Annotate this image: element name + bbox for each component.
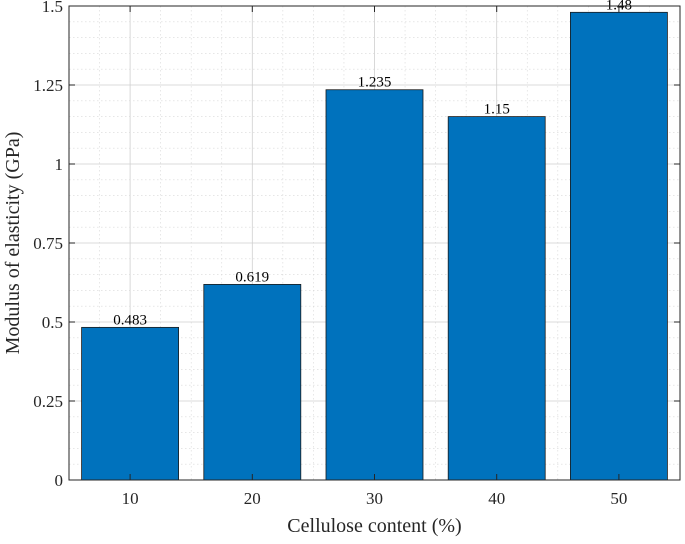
data-label-30: 1.235 xyxy=(358,75,392,91)
y-axis: 0 0.25 0.5 0.75 1 1.25 1.5 xyxy=(33,0,680,490)
x-tick-label: 20 xyxy=(244,489,261,508)
y-tick-label: 1.25 xyxy=(33,76,63,95)
y-axis-title: Modulus of elasticity (GPa) xyxy=(2,132,24,355)
bar-50 xyxy=(570,11,668,481)
x-tick-label: 50 xyxy=(610,489,627,508)
x-tick-label: 10 xyxy=(122,489,139,508)
bar-series xyxy=(81,11,668,481)
y-tick-label: 0.75 xyxy=(33,234,63,253)
bar-10 xyxy=(81,326,179,481)
y-tick-label: 1.5 xyxy=(42,0,63,16)
bar-30 xyxy=(325,89,424,481)
x-axis-title: Cellulose content (%) xyxy=(287,515,461,537)
bar-20 xyxy=(203,283,302,481)
x-axis: 10 20 30 40 50 xyxy=(122,6,627,508)
x-tick-label: 40 xyxy=(488,489,505,508)
y-tick-label: 0.25 xyxy=(33,392,63,411)
y-tick-label: 0.5 xyxy=(42,313,63,332)
y-tick-label: 1 xyxy=(55,155,64,174)
bar-40 xyxy=(447,116,546,481)
x-tick-label: 30 xyxy=(366,489,383,508)
data-label-20: 0.619 xyxy=(235,269,269,285)
y-tick-label: 0 xyxy=(55,471,64,490)
data-label-40: 1.15 xyxy=(484,102,510,118)
data-label-10: 0.483 xyxy=(113,312,147,328)
